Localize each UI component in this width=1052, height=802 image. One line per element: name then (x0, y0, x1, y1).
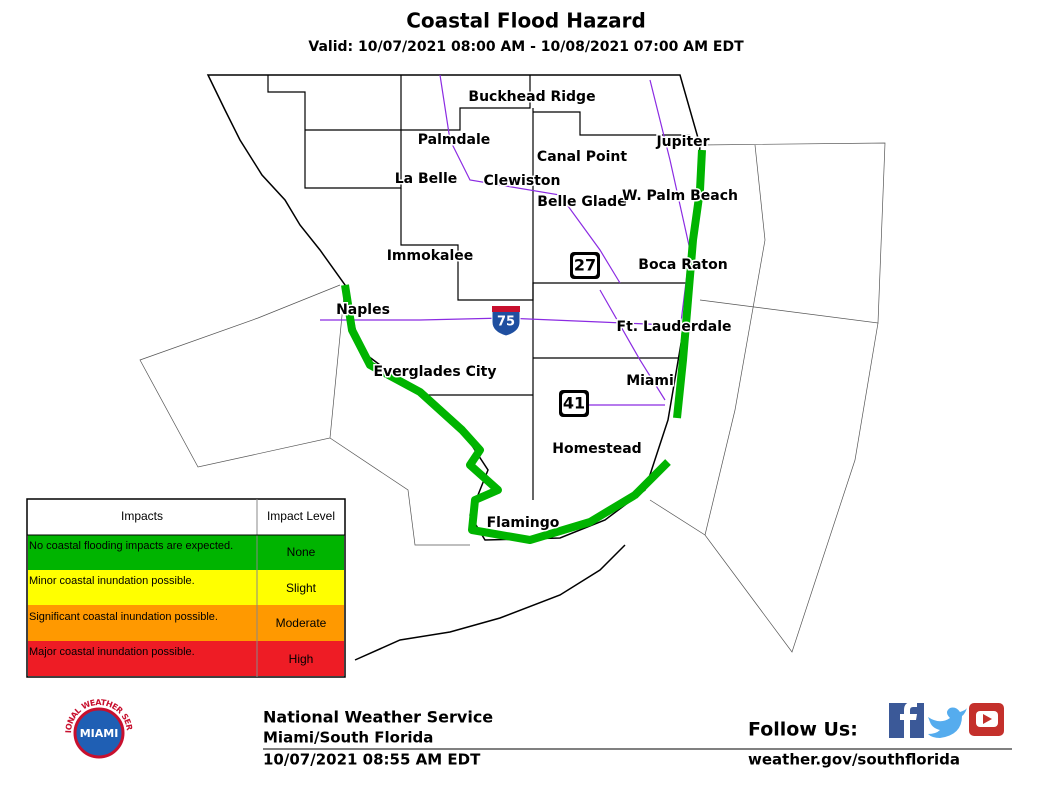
highway-number: 41 (563, 394, 585, 413)
place-label: Belle Glade (537, 194, 626, 210)
place-label: Miami (626, 373, 674, 389)
place-label: La Belle (395, 171, 458, 187)
place-label: Everglades City (374, 364, 497, 380)
legend-header: Impacts (121, 509, 163, 523)
place-label: Jupiter (655, 134, 709, 150)
subtitle: Valid: 10/07/2021 08:00 AM - 10/08/2021 … (308, 39, 744, 55)
logo-center-text: MIAMI (80, 727, 119, 740)
legend-level: High (289, 652, 314, 666)
place-label: Immokalee (387, 248, 474, 264)
highway-number: 75 (497, 315, 515, 330)
place-label: Clewiston (484, 173, 561, 189)
legend-impact: Major coastal inundation possible. (29, 646, 195, 658)
place-label: Ft. Lauderdale (617, 319, 732, 335)
legend-level: None (287, 545, 316, 559)
facebook-icon[interactable] (889, 702, 924, 738)
legend-impact: Minor coastal inundation possible. (29, 575, 195, 587)
place-label: Flamingo (487, 515, 560, 531)
legend: Impacts Impact Level No coastal flooding… (27, 499, 345, 677)
interstate-shield (492, 306, 520, 312)
place-label: Buckhead Ridge (468, 89, 595, 105)
legend-level: Moderate (276, 616, 327, 630)
follow-label: Follow Us: (748, 719, 858, 741)
highway-number: 27 (574, 256, 596, 275)
place-label: Naples (336, 302, 390, 318)
place-label: Palmdale (418, 132, 490, 148)
legend-level: Slight (286, 581, 317, 595)
office: Miami/South Florida (263, 729, 433, 747)
place-label: Homestead (552, 441, 641, 457)
legend-impact: No coastal flooding impacts are expected… (29, 540, 233, 552)
agency: National Weather Service (263, 708, 493, 727)
legend-header: Impact Level (267, 509, 335, 523)
issued: 10/07/2021 08:55 AM EDT (263, 751, 481, 769)
page: Coastal Flood Hazard Valid: 10/07/2021 0… (0, 0, 1052, 798)
place-label: W. Palm Beach (622, 188, 738, 204)
place-label: Canal Point (537, 149, 627, 165)
place-label: Boca Raton (638, 257, 727, 273)
url[interactable]: weather.gov/southflorida (748, 751, 960, 769)
title: Coastal Flood Hazard (406, 9, 646, 33)
legend-impact: Significant coastal inundation possible. (29, 611, 218, 623)
youtube-icon[interactable] (969, 703, 1004, 736)
